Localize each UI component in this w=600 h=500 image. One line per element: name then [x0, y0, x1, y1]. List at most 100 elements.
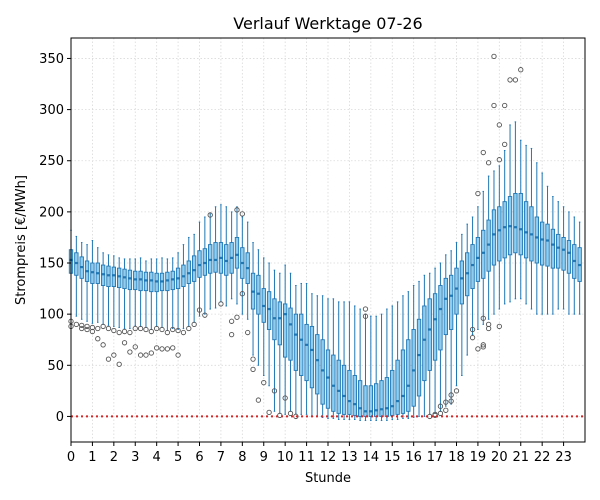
outlier-point — [239, 291, 245, 297]
box — [561, 206, 566, 310]
box-body — [288, 307, 293, 361]
box-body — [336, 359, 341, 414]
outlier-point — [175, 327, 181, 334]
box-body — [411, 329, 416, 407]
outlier-point — [121, 340, 128, 346]
box — [84, 244, 90, 333]
box — [266, 262, 272, 415]
box — [540, 172, 545, 315]
outlier-point — [282, 395, 288, 401]
outlier-point — [469, 326, 476, 333]
box — [304, 282, 309, 415]
x-tick-label: 7 — [217, 450, 225, 465]
outlier-point — [266, 409, 272, 415]
box — [111, 255, 117, 358]
outlier-point — [293, 413, 299, 420]
outlier-point — [84, 323, 90, 330]
box — [261, 257, 267, 386]
x-tick-label: 8 — [238, 450, 246, 465]
box — [357, 308, 363, 422]
box — [502, 102, 508, 305]
outlier-point — [437, 410, 444, 417]
box-body — [502, 201, 507, 259]
outlier-point — [137, 325, 144, 332]
box — [164, 258, 171, 352]
outlier-point — [480, 344, 486, 350]
box-body — [545, 223, 550, 267]
outlier-point — [491, 53, 497, 60]
outlier-point — [164, 329, 171, 336]
box — [480, 149, 486, 350]
box — [331, 298, 336, 419]
box-body — [513, 193, 518, 254]
box-body — [320, 339, 325, 405]
box-body — [341, 364, 347, 415]
outlier-point — [164, 346, 171, 352]
x-axis: 0 1 2 3 4 5 6 7 8 9 10 11 12 13 14 15 16 17 18 19 20 21 22 23 — [67, 442, 572, 465]
outlier-point — [362, 306, 369, 312]
box — [224, 206, 229, 307]
box — [121, 258, 128, 346]
box — [529, 147, 534, 310]
box — [556, 201, 561, 310]
y-tick-label: 350 — [39, 52, 64, 67]
box-body — [497, 206, 502, 262]
box — [282, 264, 288, 415]
outlier-point — [362, 313, 369, 319]
box — [368, 315, 373, 422]
box-body — [347, 369, 352, 415]
box-body — [384, 377, 390, 417]
box-body — [443, 277, 448, 336]
x-tick-label: 3 — [131, 450, 139, 465]
box-body — [122, 268, 127, 290]
box — [545, 185, 550, 315]
box — [507, 77, 513, 303]
x-tick-label: 19 — [470, 450, 487, 465]
box — [159, 257, 165, 352]
box-body — [117, 267, 122, 289]
x-tick-label: 1 — [88, 450, 96, 465]
outlier-point — [250, 356, 256, 362]
box-body — [293, 313, 299, 371]
outlier-point — [469, 335, 476, 341]
outlier-point — [186, 325, 192, 332]
box — [320, 295, 325, 418]
box — [512, 77, 519, 300]
outlier-point — [89, 328, 96, 335]
outlier-point — [218, 301, 224, 307]
outlier-point — [271, 388, 278, 394]
y-tick-label: 300 — [39, 103, 64, 118]
box-body — [234, 236, 240, 269]
box-body — [315, 334, 320, 395]
box-body — [518, 193, 523, 256]
box — [180, 244, 187, 336]
chart-title: Verlauf Werktage 07-26 — [233, 14, 422, 33]
outlier-point — [480, 149, 486, 156]
box — [465, 223, 470, 356]
y-tick-label: 250 — [39, 154, 64, 169]
outlier-point — [496, 323, 502, 330]
y-tick-label: 150 — [39, 257, 64, 272]
outlier-point — [432, 412, 438, 419]
box-body — [427, 298, 432, 371]
x-tick-label: 14 — [363, 450, 380, 465]
outlier-point — [170, 345, 176, 351]
box-body — [379, 380, 384, 417]
outlier-point — [485, 325, 492, 332]
outlier-point — [180, 329, 187, 336]
box — [255, 249, 262, 403]
box — [196, 221, 203, 317]
outlier-point — [159, 326, 165, 333]
box — [336, 301, 341, 420]
box-body — [561, 236, 566, 271]
outlier-point — [480, 342, 486, 348]
x-tick-label: 6 — [195, 450, 203, 465]
box — [287, 272, 294, 417]
outlier-point — [245, 329, 251, 336]
box-body — [266, 291, 272, 330]
boxes — [68, 53, 582, 422]
box — [566, 211, 572, 315]
outlier-point — [448, 392, 454, 398]
outlier-point — [277, 412, 283, 419]
box-body — [357, 380, 363, 417]
